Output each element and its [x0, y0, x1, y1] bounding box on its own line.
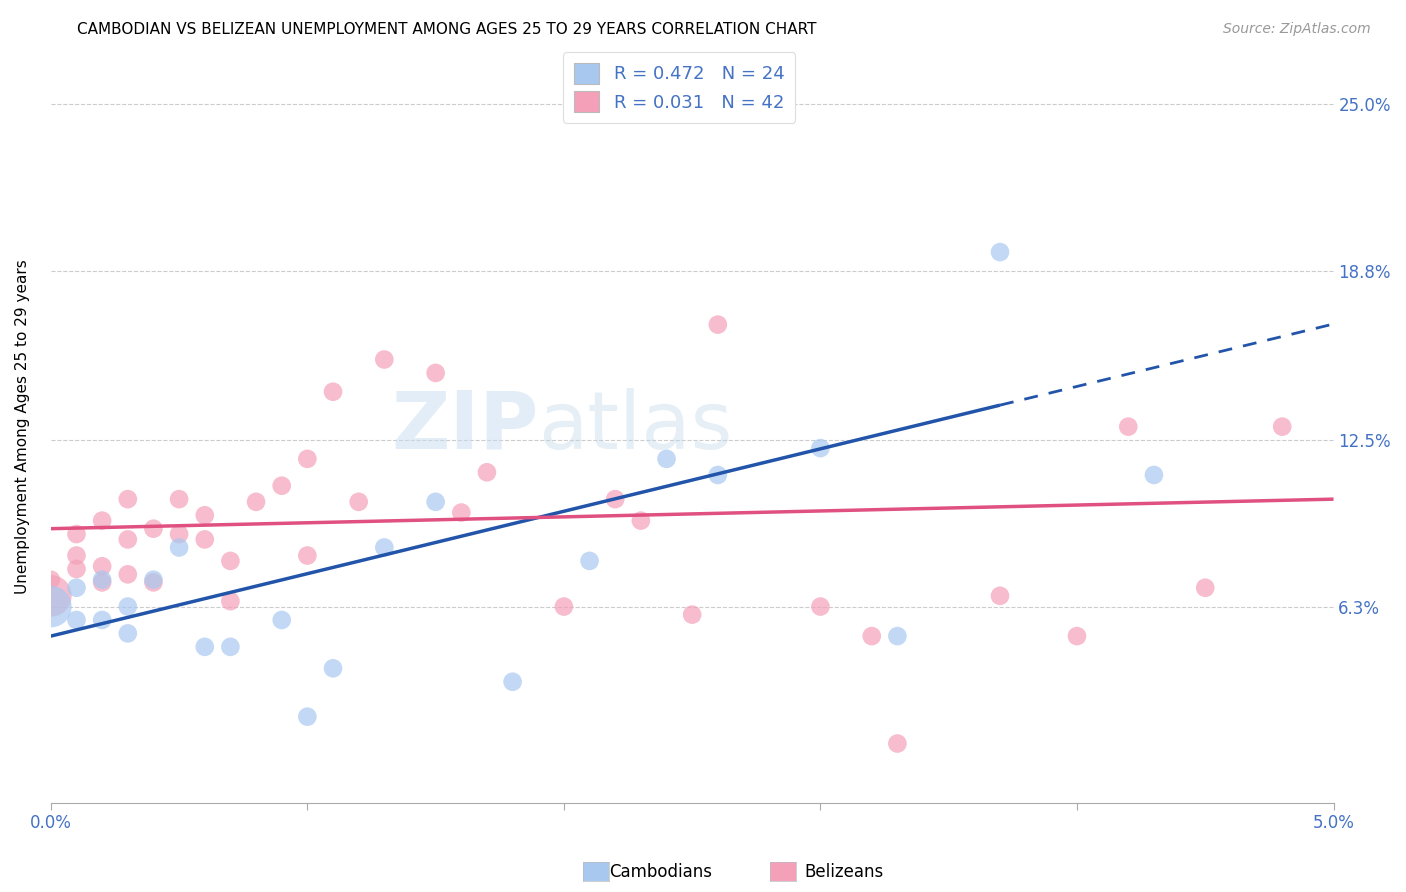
Point — [65, 562, 87, 576]
Point — [39, 573, 62, 587]
Point — [167, 492, 190, 507]
Y-axis label: Unemployment Among Ages 25 to 29 years: Unemployment Among Ages 25 to 29 years — [15, 260, 30, 594]
Point — [578, 554, 600, 568]
Point — [810, 599, 832, 614]
Text: Belizeans: Belizeans — [804, 863, 883, 881]
Point — [1116, 419, 1139, 434]
Point — [142, 522, 165, 536]
Text: atlas: atlas — [538, 388, 733, 466]
Point — [475, 465, 498, 479]
Point — [91, 575, 114, 590]
Point — [245, 495, 267, 509]
Point — [91, 559, 114, 574]
Point — [117, 533, 139, 547]
Point — [886, 737, 908, 751]
Point — [988, 589, 1011, 603]
Point — [681, 607, 703, 622]
Point — [297, 451, 319, 466]
Text: CAMBODIAN VS BELIZEAN UNEMPLOYMENT AMONG AGES 25 TO 29 YEARS CORRELATION CHART: CAMBODIAN VS BELIZEAN UNEMPLOYMENT AMONG… — [77, 22, 817, 37]
Point — [194, 533, 217, 547]
Point — [91, 613, 114, 627]
Point — [270, 479, 292, 493]
Point — [117, 567, 139, 582]
Point — [194, 508, 217, 523]
Point — [167, 541, 190, 555]
Point — [117, 599, 139, 614]
Point — [1194, 581, 1216, 595]
Text: ZIP: ZIP — [391, 388, 538, 466]
Point — [425, 366, 447, 380]
Point — [91, 573, 114, 587]
Point — [297, 549, 319, 563]
Point — [65, 581, 87, 595]
Point — [630, 514, 652, 528]
Point — [65, 549, 87, 563]
Point — [860, 629, 883, 643]
Point — [655, 451, 678, 466]
Point — [39, 589, 62, 603]
Point — [1066, 629, 1088, 643]
Point — [373, 541, 395, 555]
Legend: R = 0.472   N = 24, R = 0.031   N = 42: R = 0.472 N = 24, R = 0.031 N = 42 — [564, 53, 796, 123]
Point — [142, 575, 165, 590]
Point — [988, 245, 1011, 260]
Point — [553, 599, 575, 614]
Point — [91, 514, 114, 528]
Text: Cambodians: Cambodians — [609, 863, 713, 881]
Point — [219, 594, 242, 608]
Point — [270, 613, 292, 627]
Point — [65, 613, 87, 627]
Point — [707, 318, 730, 332]
Point — [117, 492, 139, 507]
Point — [502, 674, 524, 689]
Point — [450, 506, 472, 520]
Point — [142, 573, 165, 587]
Point — [322, 661, 344, 675]
Point — [1271, 419, 1294, 434]
Point — [39, 599, 62, 614]
Point — [605, 492, 627, 507]
Point — [373, 352, 395, 367]
Point — [886, 629, 908, 643]
Point — [707, 467, 730, 482]
Point — [117, 626, 139, 640]
Text: Source: ZipAtlas.com: Source: ZipAtlas.com — [1223, 22, 1371, 37]
Point — [219, 554, 242, 568]
Point — [297, 709, 319, 723]
Point — [810, 441, 832, 455]
Point — [219, 640, 242, 654]
Point — [322, 384, 344, 399]
Point — [167, 527, 190, 541]
Point — [1143, 467, 1166, 482]
Point — [347, 495, 370, 509]
Point — [65, 527, 87, 541]
Point — [194, 640, 217, 654]
Point — [425, 495, 447, 509]
